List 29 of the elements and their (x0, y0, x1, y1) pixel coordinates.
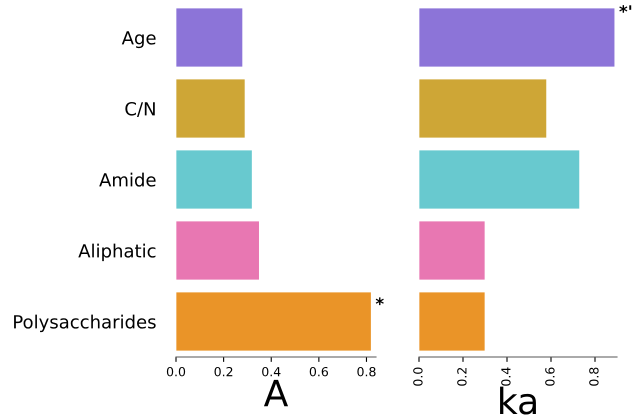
bar (419, 220, 486, 280)
x-tick-label: 0.4 (501, 367, 511, 386)
x-axis-title: A (264, 380, 288, 406)
y-tick-label: Age (122, 31, 156, 48)
x-tick-label: 0.4 (262, 366, 280, 376)
bar (419, 78, 547, 138)
annotation: * (376, 297, 384, 306)
y-tick-label: Aliphatic (78, 244, 156, 262)
y-tick-label: C/N (125, 102, 155, 118)
bar (176, 220, 260, 280)
x-axis-title: ka (500, 386, 536, 415)
bar (176, 78, 246, 138)
x-tick-label: 0.6 (545, 368, 555, 386)
x-tick-label: 0.6 (310, 366, 328, 376)
x-tick-label: 0.8 (589, 368, 599, 386)
x-tick-label: 0.8 (357, 366, 376, 376)
bar (176, 150, 253, 210)
x-tick-label: 0.2 (214, 366, 232, 376)
bar (176, 292, 372, 352)
x-tick-label: 0.0 (166, 366, 186, 376)
y-tick-label: Amide (99, 172, 156, 187)
bar (419, 292, 486, 352)
x-tick-label: 0.2 (457, 368, 467, 386)
bar (419, 150, 580, 210)
bar (176, 8, 244, 68)
x-tick-label: 0.0 (413, 368, 423, 386)
bar (419, 8, 616, 68)
y-tick-label: Polysaccharides (14, 314, 156, 332)
annotation: *' (619, 5, 632, 13)
